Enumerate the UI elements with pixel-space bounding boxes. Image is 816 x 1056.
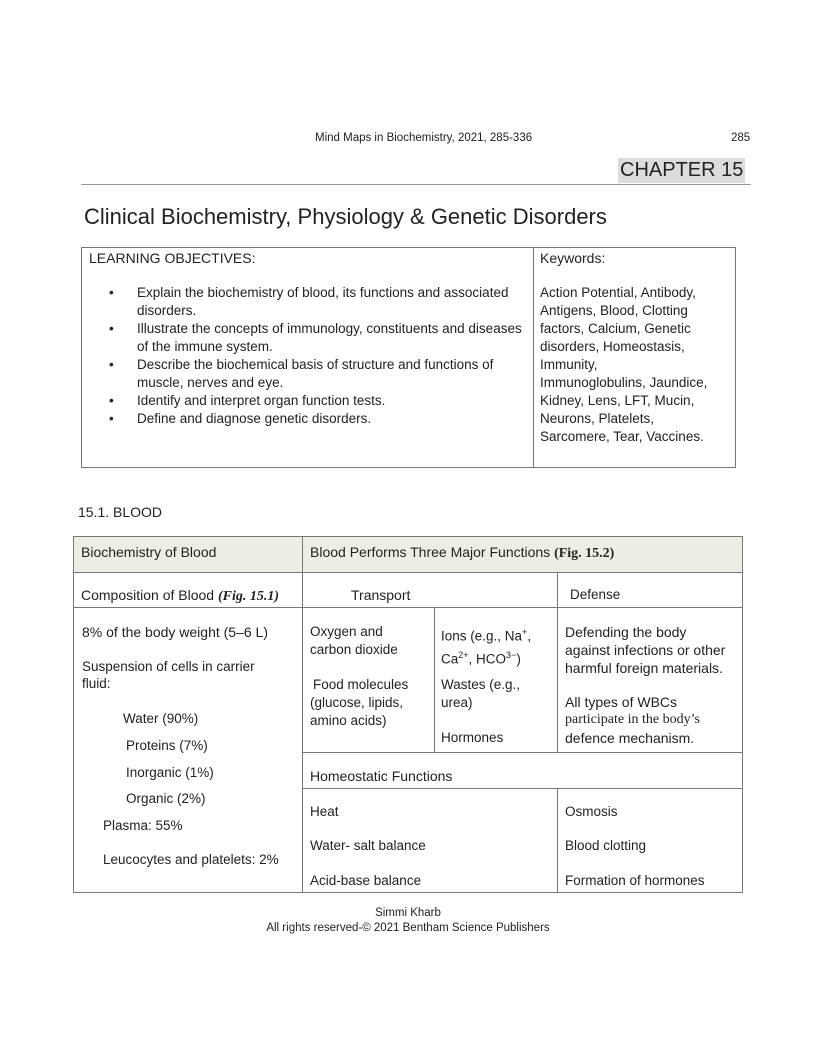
keyword-line: Kidney, Lens, LFT, Mucin, <box>540 393 695 408</box>
composition-item: Proteins (7%) <box>126 738 208 753</box>
footer: Simmi Kharb All rights reserved-© 2021 B… <box>0 906 816 936</box>
transport-heading: Transport <box>351 587 411 603</box>
composition-item: Suspension of cells in carrier <box>82 659 255 674</box>
footer-rights: All rights reserved-© 2021 Bentham Scien… <box>266 922 550 934</box>
keywords-text: Action Potential, Antibody, Antigens, Bl… <box>540 284 707 446</box>
transport-ions: Ions (e.g., Na+, Ca2+, HCO3−) <box>441 627 532 666</box>
objective-item: Describe the biochemical basis of struct… <box>109 356 529 392</box>
wbc-text: All types of WBCs participate in the body… <box>565 694 700 746</box>
composition-item: Inorganic (1%) <box>126 765 214 780</box>
divider <box>302 536 303 892</box>
header-rule <box>81 184 751 185</box>
transport-gases: Oxygen and carbon dioxide <box>310 624 398 657</box>
keyword-line: Neurons, Platelets, <box>540 411 655 426</box>
keyword-line: Sarcomere, Tear, Vaccines. <box>540 429 704 444</box>
keyword-line: disorders, Homeostasis, <box>540 339 685 354</box>
composition-item: Plasma: 55% <box>103 818 183 833</box>
composition-item: Organic (2%) <box>126 791 206 806</box>
keywords-heading: Keywords: <box>540 250 606 266</box>
keyword-line: Immunity, <box>540 357 598 372</box>
defense-heading: Defense <box>570 587 621 602</box>
keyword-line: factors, Calcium, Genetic <box>540 321 691 336</box>
chapter-label: CHAPTER 15 <box>618 158 746 183</box>
divider <box>557 788 558 892</box>
objectives-heading: LEARNING OBJECTIVES: <box>89 250 256 266</box>
divider <box>557 572 558 752</box>
running-title: Mind Maps in Biochemistry, 2021, 285-336 <box>315 132 533 144</box>
header-biochemistry: Biochemistry of Blood <box>81 544 217 560</box>
blood-table <box>73 536 743 893</box>
composition-text: Composition of Blood <box>81 587 218 603</box>
homeostatic-item: Heat <box>310 804 339 819</box>
composition-item: 8% of the body weight (5–6 L) <box>82 624 269 640</box>
divider <box>302 788 742 789</box>
objective-item: Define and diagnose genetic disorders. <box>109 410 529 428</box>
composition-item: Leucocytes and platelets: 2% <box>103 852 279 867</box>
objectives-list: Explain the biochemistry of blood, its f… <box>109 284 529 428</box>
section-heading: 15.1. BLOOD <box>78 504 163 520</box>
transport-food: Food molecules (glucose, lipids, amino aci… <box>310 677 409 728</box>
header-functions-text: Blood Performs Three Major Functions <box>310 544 555 560</box>
homeostatic-heading: Homeostatic Functions <box>310 768 453 784</box>
table-header-bg <box>74 537 742 572</box>
objectives-box <box>81 247 736 468</box>
homeostatic-item: Water- salt balance <box>310 838 426 853</box>
homeostatic-item: Blood clotting <box>565 838 647 853</box>
homeostatic-item: Osmosis <box>565 804 618 819</box>
defense-text: Defending the body against infections or … <box>565 624 726 676</box>
page-title: Clinical Biochemistry, Physiology & Gene… <box>84 204 607 229</box>
figure-ref: (Fig. 15.1) <box>217 589 280 604</box>
footer-author: Simmi Kharb <box>375 907 441 919</box>
divider <box>302 752 742 753</box>
composition-heading: Composition of Blood (Fig. 15.1) <box>81 586 279 606</box>
keyword-line: Antigens, Blood, Clotting <box>540 303 688 318</box>
homeostatic-item: Acid-base balance <box>310 873 422 888</box>
divider <box>434 607 435 752</box>
figure-ref: (Fig. 15.2) <box>554 546 615 561</box>
keyword-line: Immunoglobulins, Jaundice, <box>540 375 708 390</box>
objective-item: Illustrate the concepts of immunology, c… <box>109 320 529 356</box>
divider <box>73 572 742 573</box>
transport-hormones: Hormones <box>441 730 504 745</box>
page-number: 285 <box>731 132 751 144</box>
objective-item: Identify and interpret organ function te… <box>109 392 529 410</box>
composition-item: Water (90%) <box>123 711 199 726</box>
divider <box>533 247 534 467</box>
divider <box>73 607 742 608</box>
objective-item: Explain the biochemistry of blood, its f… <box>109 284 529 320</box>
homeostatic-item: Formation of hormones <box>565 873 705 888</box>
transport-wastes: Wastes (e.g., urea) <box>441 677 521 710</box>
composition-item: fluid: <box>82 676 111 691</box>
header-functions: Blood Performs Three Major Functions (Fi… <box>310 543 614 563</box>
keyword-line: Action Potential, Antibody, <box>540 285 696 300</box>
